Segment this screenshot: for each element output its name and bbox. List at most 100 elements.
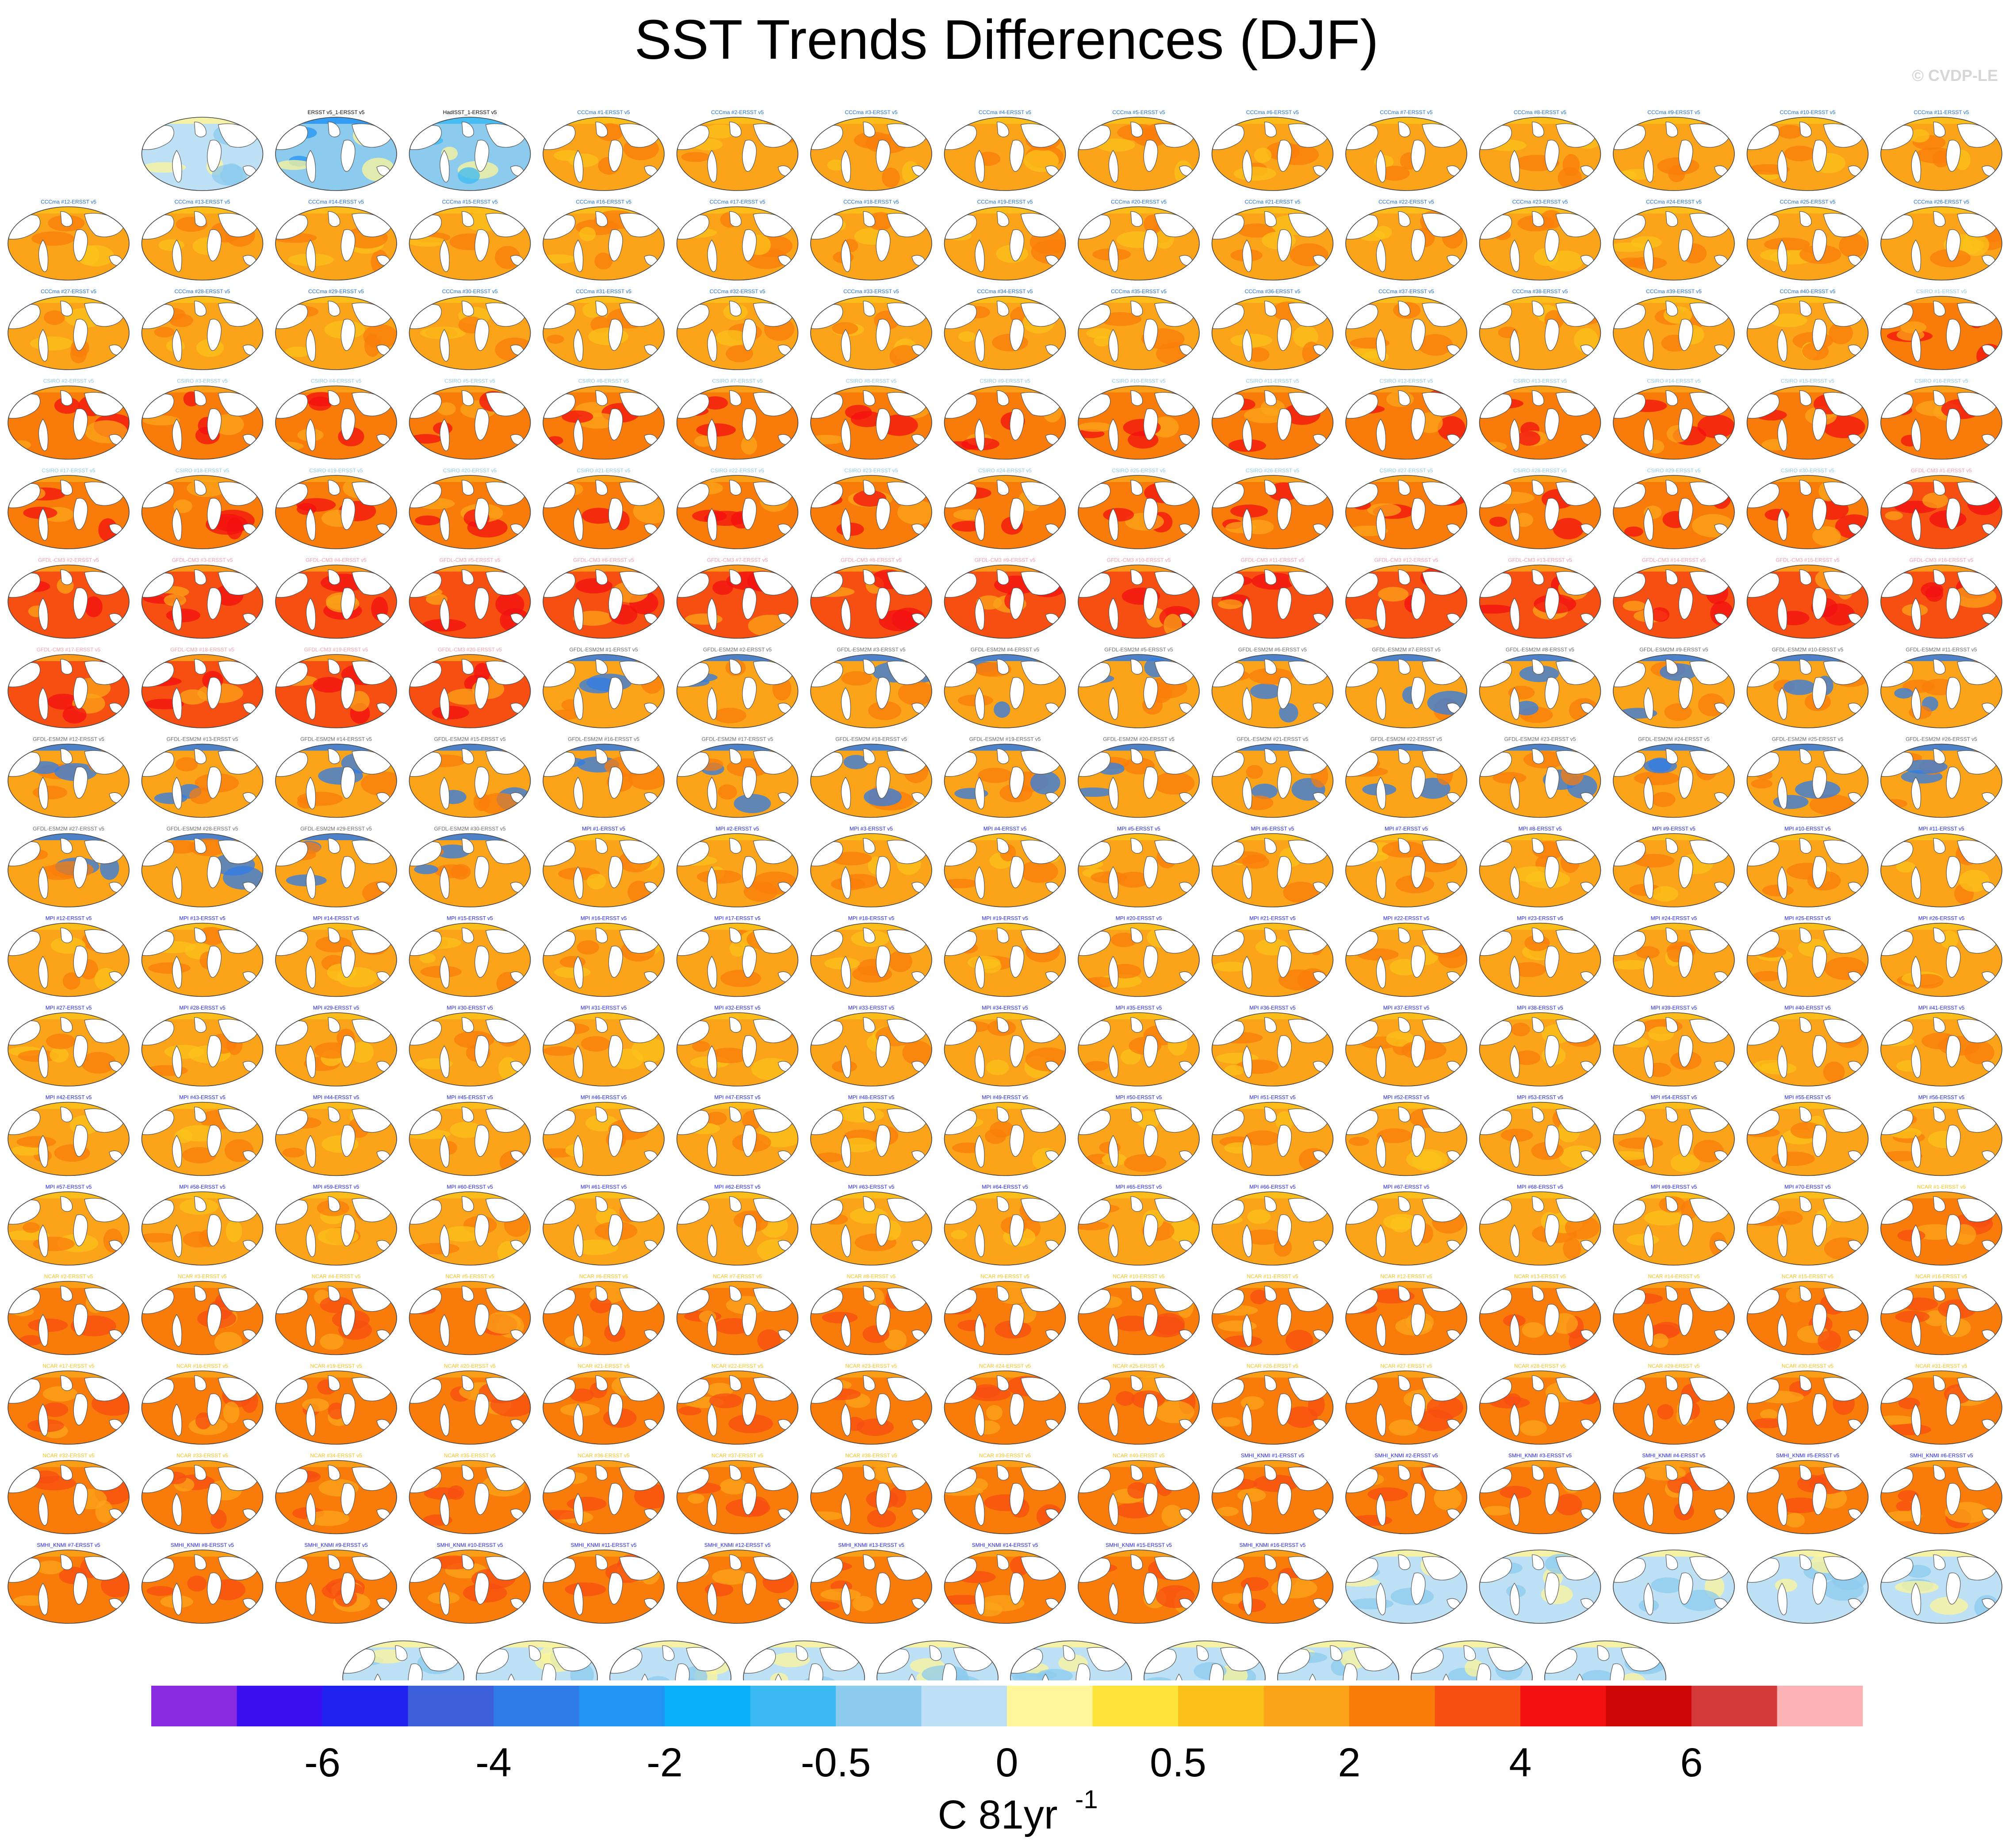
panel-continent xyxy=(1264,569,1277,585)
panel-label: CSIRO #24-ERSST v5 xyxy=(978,467,1032,474)
panel-outline xyxy=(676,833,799,907)
panel-anomaly xyxy=(47,693,80,710)
panel-continent xyxy=(1376,687,1386,720)
panel-anomaly xyxy=(1153,772,1195,795)
map-panel: NCAR #32-ERSST v5 xyxy=(8,1453,130,1534)
panel-continent xyxy=(306,149,316,183)
panel-anomaly xyxy=(562,410,593,423)
panel-label: NCAR #10-ERSST v5 xyxy=(1113,1274,1164,1280)
panel-outline xyxy=(409,296,531,370)
panel-continent xyxy=(1933,390,1946,406)
panel-label: CCCma #14-ERSST v5 xyxy=(308,199,364,205)
panel-continent xyxy=(1812,408,1827,440)
panel-outline xyxy=(1746,833,1869,907)
panel-anomaly xyxy=(994,701,1010,718)
panel-label: NCAR #40-ERSST v5 xyxy=(1113,1453,1164,1459)
panel-continent xyxy=(863,390,876,406)
panel-anomaly xyxy=(1896,329,1925,341)
panel-continent xyxy=(38,239,49,272)
panel-anomaly xyxy=(23,1222,40,1233)
panel-continent xyxy=(1933,569,1946,585)
panel-anomaly xyxy=(419,953,436,963)
panel-anomaly xyxy=(1097,138,1135,152)
panel-anomaly xyxy=(18,1050,59,1062)
panel-continent xyxy=(1398,838,1411,854)
panel-continent xyxy=(1777,508,1787,541)
panel-outline xyxy=(543,206,665,281)
map-panel: NCAR #25-ERSST v5 xyxy=(1078,1363,1200,1445)
panel-continent xyxy=(742,856,757,888)
panel-continent xyxy=(1108,239,1119,272)
panel-continent xyxy=(1812,587,1827,620)
panel-label: GFDL-ESM2M #4-ERSST v5 xyxy=(971,647,1039,653)
panel-label: NCAR #6-ERSST v5 xyxy=(579,1274,628,1280)
panel-continent xyxy=(996,211,1009,227)
panel-continent xyxy=(1130,748,1143,764)
panel-anomaly xyxy=(1110,933,1137,947)
map-panel: CSIRO #4-ERSST v5 xyxy=(275,378,397,460)
map-panel: GFDL-ESM2M #7-ERSST v5 xyxy=(1345,647,1467,728)
panel-label: NCAR #17-ERSST v5 xyxy=(42,1363,94,1369)
colorbar-swatch xyxy=(750,1686,836,1726)
panel-outline xyxy=(1880,296,2002,370)
panel-continent xyxy=(1643,777,1654,810)
panel-outline xyxy=(676,654,799,728)
panel-continent xyxy=(595,122,608,138)
panel-continent xyxy=(1812,1035,1827,1067)
map-panel: MPI #35-ERSST v5 xyxy=(1078,1005,1200,1087)
panel-continent xyxy=(1130,211,1143,227)
panel-continent xyxy=(1643,239,1654,272)
map-panel: CCCma #34-ERSST v5 xyxy=(944,288,1066,370)
panel-anomaly xyxy=(811,435,846,444)
panel-outline xyxy=(1880,833,2002,907)
panel-label: GFDL-ESM2M #24-ERSST v5 xyxy=(1638,736,1710,742)
map-panel: NCAR #28-ERSST v5 xyxy=(1479,1363,1601,1445)
panel-continent xyxy=(1242,508,1252,541)
panel-outline xyxy=(1078,922,1200,997)
panel-anomaly xyxy=(1823,1061,1845,1083)
panel-continent xyxy=(608,1125,623,1157)
panel-continent xyxy=(1242,956,1252,989)
map-panel: MPI #44-ERSST v5 xyxy=(275,1094,397,1176)
panel-label: CCCma #30-ERSST v5 xyxy=(442,288,498,295)
panel-label: MPI #12-ERSST v5 xyxy=(46,915,92,922)
panel-outline xyxy=(409,922,531,997)
colorbar-tick-label: -0.5 xyxy=(801,1740,871,1785)
panel-continent xyxy=(595,927,608,943)
panel-outline xyxy=(141,296,264,370)
panel-outline xyxy=(543,654,665,728)
panel-continent xyxy=(1799,569,1812,585)
panel-anomaly xyxy=(1254,148,1272,163)
panel-continent xyxy=(996,748,1009,764)
panel-continent xyxy=(194,1106,207,1122)
panel-outline xyxy=(676,1102,799,1176)
panel-continent xyxy=(729,1106,742,1122)
panel-continent xyxy=(461,569,474,585)
panel-anomaly xyxy=(1922,492,1948,509)
map-panel xyxy=(1010,1640,1132,1680)
panel-continent xyxy=(172,956,182,989)
panel-anomaly xyxy=(302,1398,329,1412)
map-panel: MPI #34-ERSST v5 xyxy=(944,1005,1066,1087)
panel-continent xyxy=(475,1125,489,1157)
panel-continent xyxy=(440,956,450,989)
panel-continent xyxy=(707,149,717,183)
map-panel: GFDL-ESM2M #25-ERSST v5 xyxy=(1746,736,1869,818)
map-panel: SMHI_KNMI #7-ERSST v5 xyxy=(8,1542,130,1624)
panel-continent xyxy=(207,945,222,978)
panel-anomaly xyxy=(1237,223,1275,238)
map-panel: GFDL-ESM2M #19-ERSST v5 xyxy=(944,736,1066,818)
panel-continent xyxy=(194,659,207,675)
panel-label: NCAR #37-ERSST v5 xyxy=(712,1453,763,1459)
panel-outline xyxy=(1078,385,1200,460)
panel-anomaly xyxy=(62,706,87,724)
panel-outline xyxy=(275,743,397,818)
panel-continent xyxy=(1143,229,1158,261)
panel-outline xyxy=(1211,296,1334,370)
panel-field xyxy=(944,1013,1066,1086)
panel-outline xyxy=(141,475,264,549)
panel-outline xyxy=(810,1102,932,1176)
panel-anomaly xyxy=(631,1037,664,1062)
panel-label: CCCma #36-ERSST v5 xyxy=(1245,288,1301,295)
panel-outline xyxy=(543,833,665,907)
